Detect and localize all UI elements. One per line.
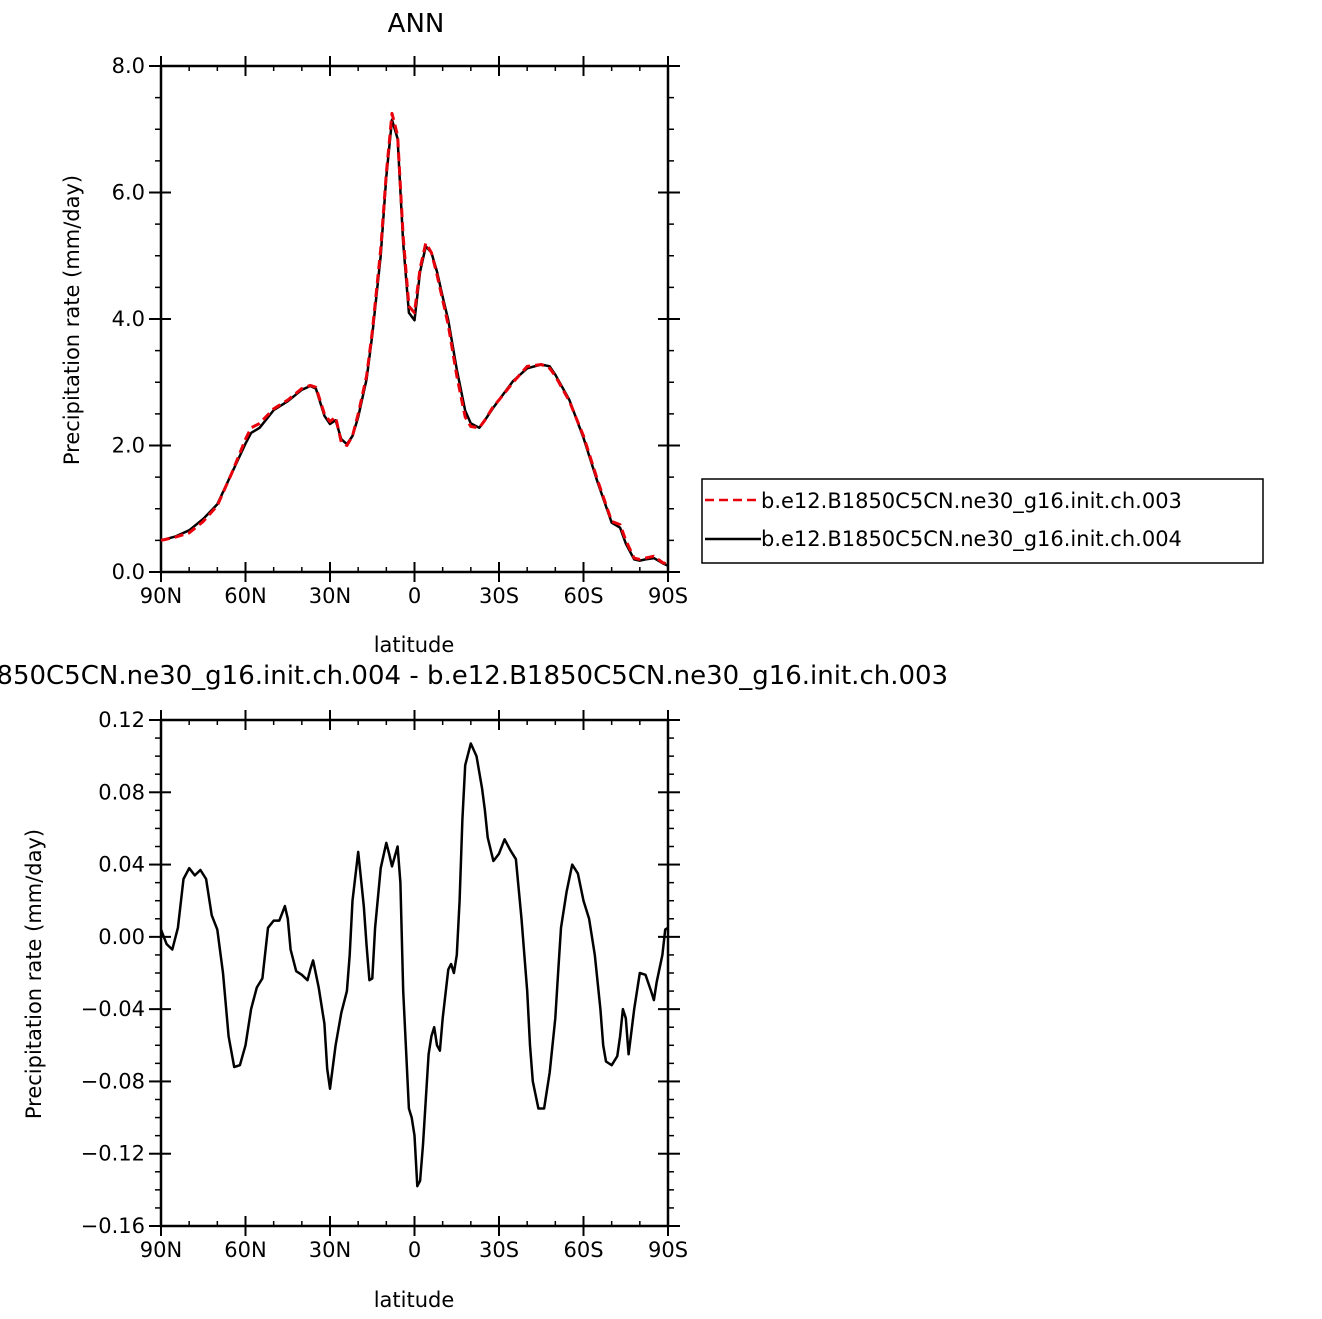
y-tick-label: −0.04	[81, 997, 145, 1021]
y-tick-label: −0.08	[81, 1069, 145, 1093]
series-line-1	[160, 111, 669, 566]
x-tick-label: 60S	[563, 584, 603, 608]
x-tick-label: 30N	[309, 584, 351, 608]
bottom-y-ticks: −0.16 −0.12 −0.08 −0.04 0.00 0.04 0.08 0.12	[81, 708, 680, 1238]
y-tick-label: 0.00	[98, 925, 145, 949]
y-tick-label: 2.0	[112, 434, 145, 458]
bottom-y-axis-label: Precipitation rate (mm/day)	[22, 829, 46, 1119]
x-tick-label: 0	[408, 1238, 421, 1262]
top-panel: ANN 90N 60N 30N 0 30S 60S 90S 0.02.04.06.08.0 …	[60, 9, 1264, 657]
x-tick-label: 90S	[648, 1238, 688, 1262]
x-tick-label: 0	[408, 584, 421, 608]
bottom-x-axis-label: latitude	[374, 1288, 455, 1312]
y-tick-label: −0.12	[81, 1142, 145, 1166]
y-tick-label: 8.0	[112, 54, 145, 78]
bottom-series-lines	[159, 742, 669, 1188]
top-x-ticks: 90N 60N 30N 0 30S 60S 90S	[140, 56, 688, 608]
legend: b.e12.B1850C5CN.ne30_g16.init.ch.003 b.e…	[701, 478, 1264, 564]
x-tick-label: 60S	[563, 1238, 603, 1262]
bottom-x-ticks: 90N 60N 30N 0 30S 60S 90S	[140, 710, 688, 1262]
top-x-axis-label: latitude	[374, 633, 455, 657]
y-tick-label: −0.16	[81, 1214, 145, 1238]
legend-box	[701, 478, 1264, 564]
x-tick-label: 30S	[479, 1238, 519, 1262]
y-tick-label: 4.0	[112, 307, 145, 331]
series-line-1	[159, 742, 669, 1188]
x-tick-label: 60N	[224, 1238, 266, 1262]
bottom-panel: b.e12.B1850C5CN.ne30_g16.init.ch.004 - b…	[0, 661, 948, 1312]
y-tick-label: 0.04	[98, 853, 145, 877]
x-tick-label: 90N	[140, 1238, 182, 1262]
x-tick-label: 60N	[224, 584, 266, 608]
top-chart-title: ANN	[388, 9, 445, 39]
legend-label-series-2: b.e12.B1850C5CN.ne30_g16.init.ch.004	[761, 527, 1182, 552]
top-series-lines	[160, 111, 669, 567]
y-tick-label: 0.0	[112, 560, 145, 584]
top-y-ticks: 0.0 2.0 4.0 6.0 8.0	[112, 54, 680, 584]
series-line-2	[160, 118, 669, 567]
x-tick-label: 90S	[648, 584, 688, 608]
top-y-axis-label: Precipitation rate (mm/day)	[60, 175, 84, 465]
legend-label-series-1: b.e12.B1850C5CN.ne30_g16.init.ch.003	[761, 489, 1182, 514]
x-tick-label: 30N	[309, 1238, 351, 1262]
bottom-chart-title: b.e12.B1850C5CN.ne30_g16.init.ch.004 - b…	[0, 661, 948, 691]
x-tick-label: 30S	[479, 584, 519, 608]
x-tick-label: 90N	[140, 584, 182, 608]
y-tick-label: 0.08	[98, 780, 145, 804]
y-tick-label: 0.12	[98, 708, 145, 732]
y-tick-label: 6.0	[112, 181, 145, 205]
